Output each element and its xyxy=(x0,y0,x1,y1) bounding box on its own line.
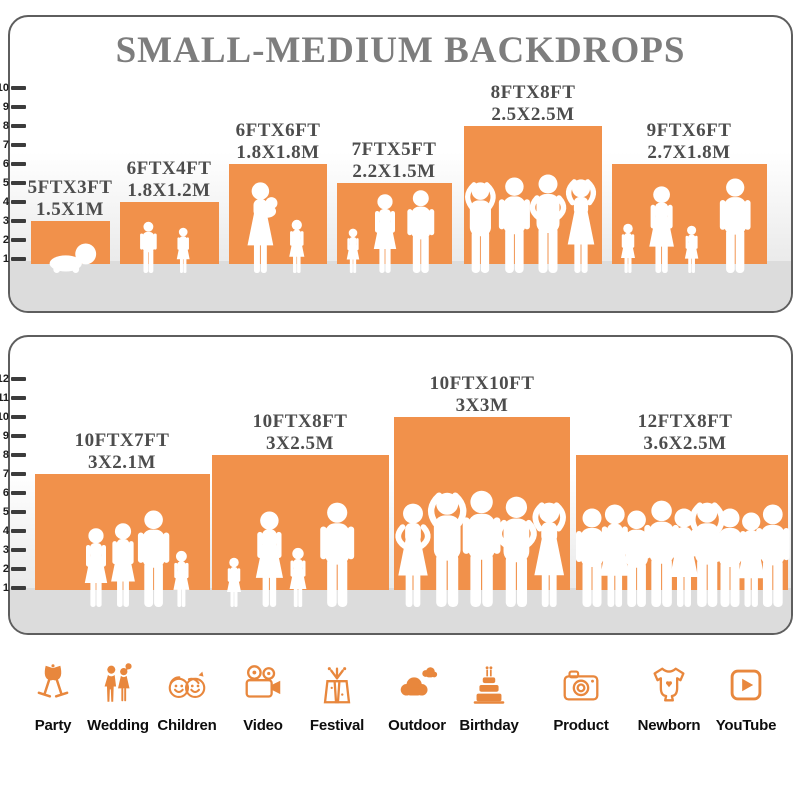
category-birthday: Birthday xyxy=(451,662,527,734)
axis-tick: 10 xyxy=(0,80,26,96)
axis-tick: 5 xyxy=(0,175,26,191)
category-label: Children xyxy=(157,717,217,734)
axis-tick: 3 xyxy=(0,542,26,558)
backdrop-size-label: 7FTX5FT 2.2X1.5M xyxy=(351,139,437,182)
category-label: Newborn xyxy=(637,717,701,734)
size-chart-panel-small-medium: SMALL-MEDIUM BACKDROPS 10 9 8 7 6 5 4 3 … xyxy=(0,15,793,313)
crawling-baby-silhouette xyxy=(49,243,97,273)
category-youtube: YouTube xyxy=(708,662,784,734)
axis-tick: 9 xyxy=(0,99,26,115)
backdrop-size-label: 6FTX6FT 1.8X1.8M xyxy=(235,120,321,163)
play-button-icon xyxy=(730,669,762,701)
gift-box-icon xyxy=(323,667,351,704)
size-chart-panel-large: 12 11 10 9 8 7 6 5 4 3 2 1 10FTX7FT3X2.1… xyxy=(0,335,793,635)
axis-tick: 4 xyxy=(0,523,26,539)
backdrop-6ftx6ft xyxy=(229,164,327,264)
axis-tick: 7 xyxy=(0,137,26,153)
children-faces-icon xyxy=(168,671,206,699)
backdrop-size-label: 9FTX6FT 2.7X1.8M xyxy=(646,120,732,163)
clouds-icon xyxy=(400,667,438,696)
axis-tick: 8 xyxy=(0,118,26,134)
family-of-four-silhouettes xyxy=(618,173,758,273)
category-children: Children xyxy=(149,662,225,734)
chart-title: SMALL-MEDIUM BACKDROPS xyxy=(115,30,686,71)
two-children-silhouettes xyxy=(132,217,206,273)
backdrop-size-label: 5FTX3FT 1.5X1M xyxy=(27,177,113,220)
backdrop-size-label: 12FTX8FT 3.6X2.5M xyxy=(637,411,733,454)
wedding-couple-icon xyxy=(104,663,132,702)
group-of-adults-silhouettes xyxy=(462,167,602,273)
axis-tick: 12 xyxy=(0,371,26,387)
family-silhouettes xyxy=(80,507,206,607)
axis-tick: 8 xyxy=(0,447,26,463)
axis-tick: 2 xyxy=(0,232,26,248)
category-label: YouTube xyxy=(715,717,777,734)
axis-tick: 11 xyxy=(0,390,26,406)
axis-tick: 9 xyxy=(0,428,26,444)
category-label: Outdoor xyxy=(388,717,446,734)
axis-tick: 4 xyxy=(0,194,26,210)
axis-tick: 6 xyxy=(0,485,26,501)
axis-tick: 1 xyxy=(0,580,26,596)
backdrop-size-label: 8FTX8FT 2.5X2.5M xyxy=(490,82,576,125)
party-glasses-icon xyxy=(37,664,69,698)
category-label: Festival xyxy=(309,717,365,734)
backdrop-size-label: 10FTX8FT 3X2.5M xyxy=(252,411,348,454)
category-label: Party xyxy=(34,717,72,734)
axis-tick: 2 xyxy=(0,561,26,577)
mother-and-child-silhouettes xyxy=(236,177,320,273)
category-label: Wedding xyxy=(87,717,149,734)
axis-tick: 10 xyxy=(0,409,26,425)
axis-tick: 3 xyxy=(0,213,26,229)
category-wedding: Wedding xyxy=(80,662,156,734)
category-outdoor: Outdoor xyxy=(379,662,455,734)
category-video: Video xyxy=(225,662,301,734)
family-of-three-silhouettes xyxy=(344,189,444,273)
axis-tick: 5 xyxy=(0,504,26,520)
category-label: Video xyxy=(243,717,283,734)
group-of-adults-silhouettes xyxy=(392,481,572,607)
backdrop-size-label: 10FTX10FT 3X3M xyxy=(429,373,535,416)
category-label: Birthday xyxy=(459,717,519,734)
category-party: Party xyxy=(15,662,91,734)
backdrop-6ftx4ft xyxy=(120,202,219,264)
baby-onesie-icon xyxy=(653,667,685,702)
axis-tick: 1 xyxy=(0,251,26,267)
category-newborn: Newborn xyxy=(631,662,707,734)
category-festival: Festival xyxy=(299,662,375,734)
category-label: Product xyxy=(553,717,609,734)
axis-tick: 7 xyxy=(0,466,26,482)
birthday-cake-icon xyxy=(473,666,505,704)
category-product: Product xyxy=(543,662,619,734)
backdrop-size-label: 10FTX7FT 3X2.1M xyxy=(74,430,170,473)
video-camera-icon xyxy=(245,665,281,698)
family-holding-hands-silhouettes xyxy=(224,495,374,607)
photo-camera-icon xyxy=(563,670,599,701)
crowd-silhouettes xyxy=(572,495,790,607)
backdrop-size-label: 6FTX4FT 1.8X1.2M xyxy=(126,158,212,201)
axis-tick: 6 xyxy=(0,156,26,172)
